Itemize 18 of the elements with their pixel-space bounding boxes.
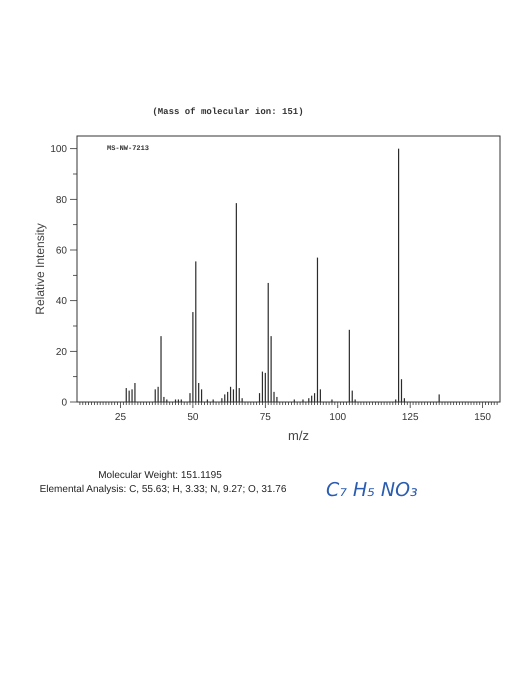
x-tick-label: 50 <box>187 412 199 423</box>
x-tick-label: 75 <box>260 412 272 423</box>
text: C₇ H₅ NO₃ <box>326 479 418 501</box>
x-tick-label: 125 <box>402 412 419 423</box>
y-tick-label: 0 <box>61 398 68 408</box>
y-tick-label: 60 <box>56 246 68 256</box>
chart-title: (Mass of molecular ion: 151) <box>152 107 304 117</box>
x-axis-title: m/z <box>288 428 309 443</box>
text: Elemental Analysis: C, 55.63; H, 3.33; N, 9.27; O, 31.76 <box>40 484 287 495</box>
y-tick-label: 100 <box>50 144 68 156</box>
y-tick-label: 80 <box>56 194 68 206</box>
x-tick-label: 150 <box>474 412 492 423</box>
y-axis-title: Relative Intensity <box>33 223 47 315</box>
text: Molecular Weight: 151.1195 <box>98 470 222 481</box>
x-tick-label: 100 <box>329 412 347 423</box>
x-tick-label: 25 <box>114 412 126 423</box>
y-tick-label: 20 <box>56 346 68 358</box>
y-tick-label: 40 <box>56 296 68 308</box>
